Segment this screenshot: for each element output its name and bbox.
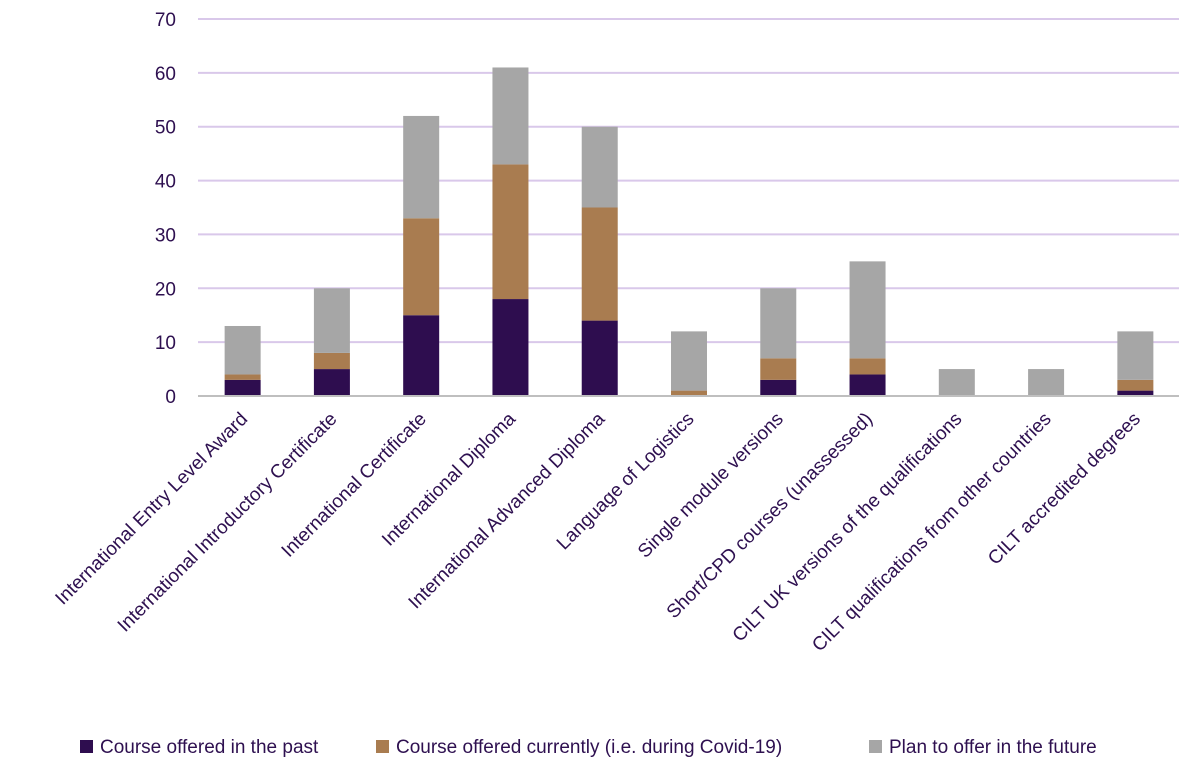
bar-segment-3	[849, 261, 886, 359]
gridlines	[198, 18, 1179, 344]
bar-segment-2	[581, 207, 618, 321]
y-tick-label: 40	[155, 172, 176, 193]
bar-segment-2	[224, 374, 261, 380]
category-label: CILT accredited degrees	[984, 409, 1145, 570]
legend-item: Course offered currently (i.e. during Co…	[376, 737, 782, 758]
bar-segment-1	[313, 369, 350, 396]
bar-segment-2	[849, 358, 886, 375]
bar-segment-3	[671, 331, 707, 391]
bar-segment-3	[403, 115, 440, 219]
legend-item: Course offered in the past	[80, 737, 319, 758]
y-tick-label: 10	[155, 333, 176, 354]
y-tick-label: 60	[155, 64, 176, 85]
bar-segment-2	[313, 352, 350, 370]
y-tick-label: 20	[155, 279, 176, 300]
bar-segment-2	[671, 390, 707, 396]
legend-swatch	[869, 740, 882, 753]
bar-segment-1	[581, 320, 618, 396]
y-tick-label: 0	[165, 387, 176, 408]
bar-segment-3	[581, 126, 618, 208]
category-label: Single module versions	[634, 409, 788, 563]
y-tick-label: 70	[155, 10, 176, 31]
y-axis-tick-labels: 0 10 20 30 40 50 60 70	[155, 10, 176, 408]
bar-segment-1	[760, 379, 797, 396]
legend: Course offered in the past Course offered…	[80, 737, 1097, 758]
bar-segment-2	[403, 218, 440, 316]
bar-segment-3	[1028, 369, 1065, 396]
y-tick-label: 30	[155, 225, 176, 246]
y-tick-label: 50	[155, 118, 176, 139]
bar-segment-2	[760, 358, 797, 380]
bar-segment-1	[849, 374, 886, 396]
bar-segment-3	[760, 288, 797, 359]
x-axis-category-labels: International Entry Level AwardInternati…	[52, 408, 1145, 656]
category-label: International Entry Level Award	[52, 409, 253, 610]
bar-segment-1	[224, 379, 261, 396]
bars	[224, 67, 1154, 396]
bar-segment-3	[938, 369, 975, 396]
bar-segment-1	[1117, 390, 1154, 396]
legend-item: Plan to offer in the future	[869, 737, 1097, 758]
bar-segment-3	[492, 67, 529, 165]
bar-segment-2	[1117, 379, 1154, 391]
bar-segment-1	[492, 299, 529, 396]
legend-label: Course offered in the past	[100, 737, 319, 758]
legend-label: Course offered currently (i.e. during Co…	[396, 737, 782, 758]
bar-segment-3	[313, 288, 350, 353]
legend-swatch	[80, 740, 93, 753]
legend-swatch	[376, 740, 389, 753]
category-label: International Certificate	[278, 409, 431, 562]
legend-label: Plan to offer in the future	[889, 737, 1097, 758]
bar-segment-2	[492, 164, 529, 300]
category-label: International Advanced Diploma	[405, 408, 610, 613]
bar-segment-3	[224, 325, 261, 375]
bar-segment-3	[1117, 331, 1154, 380]
bar-segment-1	[403, 315, 440, 396]
